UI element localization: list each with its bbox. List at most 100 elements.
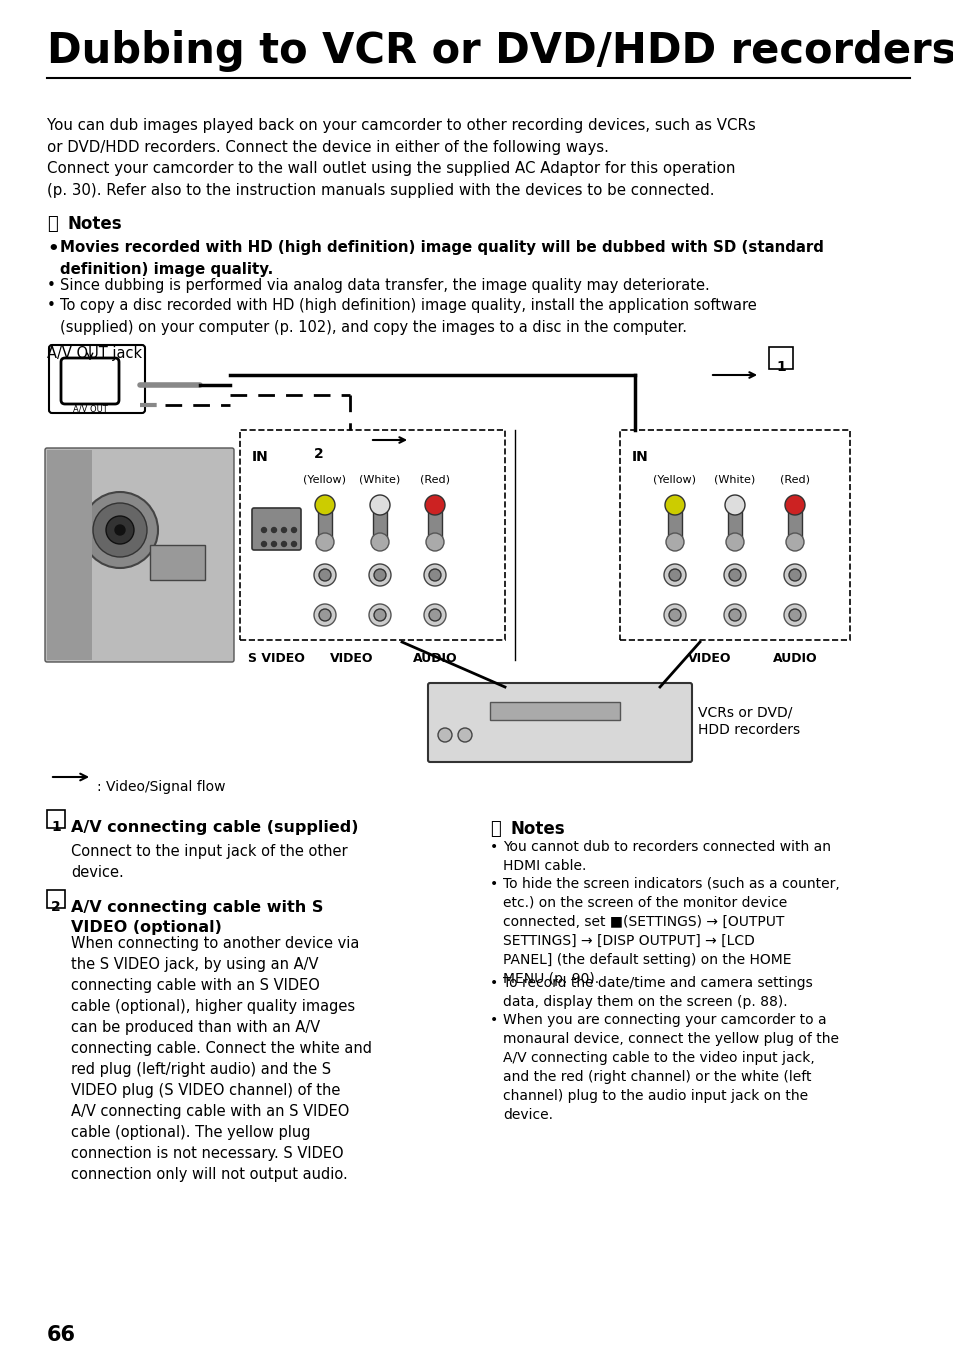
Circle shape [318, 609, 331, 622]
Circle shape [424, 495, 444, 516]
Circle shape [318, 569, 331, 581]
Text: VIDEO: VIDEO [687, 651, 731, 665]
Bar [47, 451, 91, 660]
Circle shape [261, 541, 266, 547]
Bar [240, 430, 504, 641]
FancyBboxPatch shape [47, 810, 65, 828]
Text: You cannot dub to recorders connected with an
HDMI cable.: You cannot dub to recorders connected wi… [502, 840, 830, 873]
Circle shape [783, 604, 805, 626]
Circle shape [281, 541, 286, 547]
FancyBboxPatch shape [307, 434, 331, 456]
Circle shape [314, 604, 335, 626]
Circle shape [668, 569, 680, 581]
Circle shape [788, 609, 801, 622]
Text: VIDEO: VIDEO [330, 651, 374, 665]
Text: •: • [47, 299, 56, 313]
Circle shape [426, 533, 443, 551]
Text: •: • [490, 840, 497, 854]
Circle shape [724, 495, 744, 516]
Circle shape [423, 604, 446, 626]
Text: 1: 1 [51, 820, 61, 835]
Bar [787, 508, 801, 540]
Text: Notes: Notes [511, 820, 565, 839]
Text: To hide the screen indicators (such as a counter,
etc.) on the screen of the mon: To hide the screen indicators (such as a… [502, 877, 839, 985]
Circle shape [281, 528, 286, 532]
Circle shape [369, 565, 391, 586]
Circle shape [292, 541, 296, 547]
Circle shape [371, 533, 389, 551]
Text: AUDIO: AUDIO [772, 651, 817, 665]
Circle shape [369, 604, 391, 626]
Circle shape [370, 495, 390, 516]
FancyBboxPatch shape [49, 345, 145, 413]
Circle shape [785, 533, 803, 551]
Text: IN: IN [631, 451, 648, 464]
Text: A/V OUT jack: A/V OUT jack [47, 346, 142, 361]
Circle shape [82, 493, 158, 569]
Bar [727, 508, 741, 540]
Text: ⓘ: ⓘ [47, 214, 58, 233]
Circle shape [663, 565, 685, 586]
Text: 2: 2 [314, 446, 323, 461]
Text: A/V connecting cable with S
VIDEO (optional): A/V connecting cable with S VIDEO (optio… [71, 900, 323, 935]
Circle shape [115, 525, 125, 535]
Text: •: • [47, 240, 58, 258]
Text: A/V connecting cable (supplied): A/V connecting cable (supplied) [71, 820, 358, 835]
Text: To copy a disc recorded with HD (high definition) image quality, install the app: To copy a disc recorded with HD (high de… [60, 299, 756, 335]
FancyBboxPatch shape [252, 508, 301, 550]
FancyBboxPatch shape [61, 358, 119, 404]
Circle shape [665, 533, 683, 551]
Circle shape [437, 727, 452, 742]
Circle shape [374, 569, 386, 581]
Circle shape [374, 609, 386, 622]
Text: ⓘ: ⓘ [490, 820, 500, 839]
Circle shape [725, 533, 743, 551]
Circle shape [292, 528, 296, 532]
Text: (Red): (Red) [419, 475, 450, 484]
Circle shape [723, 565, 745, 586]
Text: Movies recorded with HD (high definition) image quality will be dubbed with SD (: Movies recorded with HD (high definition… [60, 240, 823, 277]
Text: (White): (White) [359, 475, 400, 484]
Circle shape [728, 569, 740, 581]
Circle shape [272, 541, 276, 547]
Bar [490, 702, 619, 721]
Text: A/V OUT: A/V OUT [72, 404, 108, 413]
Text: (Red): (Red) [780, 475, 809, 484]
Circle shape [788, 569, 801, 581]
FancyBboxPatch shape [45, 448, 233, 662]
Text: •: • [47, 278, 56, 293]
Bar [150, 546, 205, 579]
Circle shape [106, 516, 133, 544]
FancyBboxPatch shape [47, 890, 65, 908]
Circle shape [723, 604, 745, 626]
Circle shape [423, 565, 446, 586]
Text: (Yellow): (Yellow) [303, 475, 346, 484]
Bar [373, 508, 387, 540]
FancyBboxPatch shape [428, 683, 691, 763]
Circle shape [783, 565, 805, 586]
Circle shape [429, 569, 440, 581]
Text: : Video/Signal flow: : Video/Signal flow [97, 780, 225, 794]
Bar [428, 508, 441, 540]
Text: When connecting to another device via
the S VIDEO jack, by using an A/V
connecti: When connecting to another device via th… [71, 936, 372, 1182]
Text: VCRs or DVD/
HDD recorders: VCRs or DVD/ HDD recorders [698, 706, 800, 737]
Text: Notes: Notes [68, 214, 123, 233]
Text: 1: 1 [776, 360, 785, 375]
Text: •: • [490, 877, 497, 892]
Text: Connect to the input jack of the other
device.: Connect to the input jack of the other d… [71, 844, 347, 879]
Bar [667, 508, 681, 540]
Text: S VIDEO: S VIDEO [247, 651, 304, 665]
Text: Since dubbing is performed via analog data transfer, the image quality may deter: Since dubbing is performed via analog da… [60, 278, 709, 293]
Text: To record the date/time and camera settings
data, display them on the screen (p.: To record the date/time and camera setti… [502, 976, 812, 1010]
Text: •: • [490, 976, 497, 991]
Circle shape [457, 727, 472, 742]
Circle shape [92, 503, 147, 556]
Circle shape [664, 495, 684, 516]
Text: (White): (White) [714, 475, 755, 484]
Circle shape [429, 609, 440, 622]
Text: •: • [490, 1012, 497, 1027]
Bar [619, 430, 849, 641]
Circle shape [784, 495, 804, 516]
Circle shape [663, 604, 685, 626]
Text: (Yellow): (Yellow) [653, 475, 696, 484]
